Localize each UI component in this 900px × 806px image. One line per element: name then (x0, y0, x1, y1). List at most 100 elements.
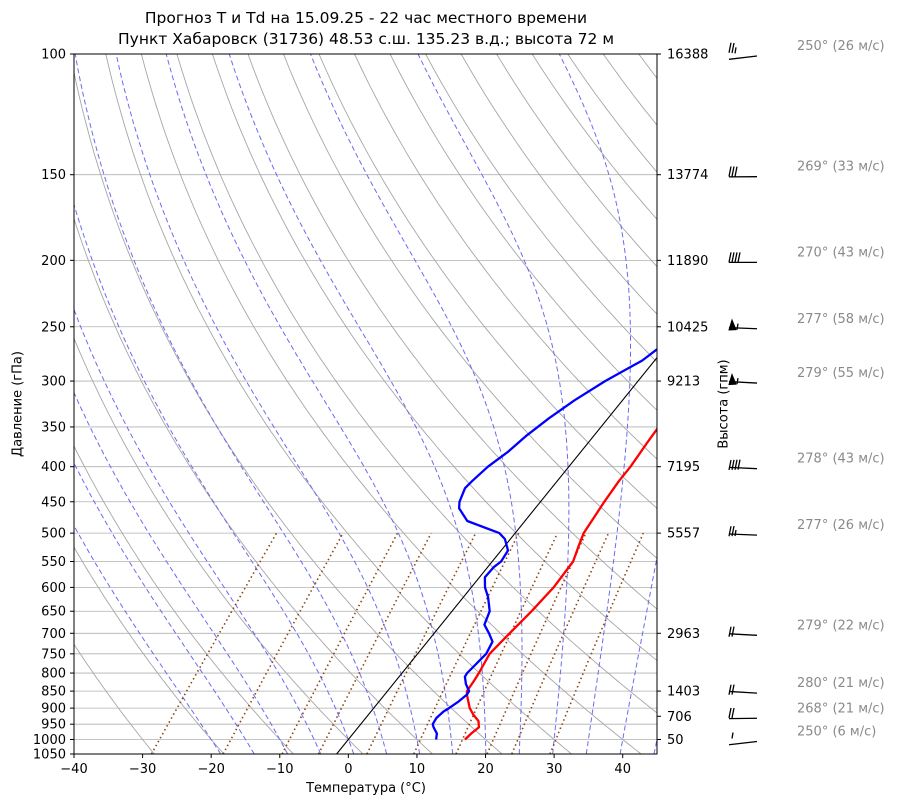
wind-barb (728, 684, 758, 695)
pressure-tick-label: 450 (41, 495, 66, 510)
dry-adiabat-line (318, 54, 657, 509)
height-tick-label: 706 (667, 710, 692, 725)
pressure-tick-label: 500 (41, 527, 66, 542)
moist-adiabat-line (619, 554, 657, 754)
height-tick-label: 7195 (667, 460, 700, 475)
dry-adiabat-line (74, 643, 155, 754)
wind-barb (728, 732, 758, 746)
dewpoint-profile-line (431, 348, 657, 740)
mixing-ratio-line (412, 532, 520, 754)
dry-adiabat-line (425, 54, 657, 363)
pressure-tick-label: 700 (41, 627, 66, 642)
chart-title-line2: Пункт Хабаровск (31736) 48.53 с.ш. 135.2… (117, 30, 615, 48)
pressure-tick-label: 950 (41, 718, 66, 733)
pressure-tick-label: 550 (41, 555, 66, 570)
dry-adiabat-line (140, 54, 642, 754)
moist-adiabat-line (165, 54, 454, 754)
dry-adiabat-line (74, 217, 433, 754)
wind-label: 270° (43 м/с) (797, 245, 885, 260)
x-tick-label: 30 (546, 762, 563, 777)
height-tick-label: 2963 (667, 627, 700, 642)
pressure-tick-label: 900 (41, 702, 66, 717)
dry-adiabat-line (247, 54, 657, 610)
pressure-tick-label: 100 (41, 48, 66, 63)
dry-adiabat-line (105, 54, 572, 754)
x-tick-label: −30 (129, 762, 156, 777)
mixing-ratio-line (317, 532, 432, 754)
wind-barb (728, 707, 758, 720)
moist-adiabat-line (74, 54, 388, 754)
pressure-tick-label: 800 (41, 667, 66, 682)
moist-adiabat-line (310, 54, 523, 754)
x-tick-label: −40 (60, 762, 87, 777)
wind-label: 268° (21 м/с) (797, 701, 885, 716)
mixing-ratio-line (511, 532, 610, 754)
pressure-tick-label: 250 (41, 320, 66, 335)
pressure-tick-label: 200 (41, 254, 66, 269)
isotherm-zero-line (336, 356, 657, 754)
wind-label: 280° (21 м/с) (797, 676, 885, 691)
wind-column: 250° (26 м/с) 269° (33 м/с) 270° (43 м/с) 2… (728, 39, 885, 746)
wind-label: 250° (26 м/с) (797, 39, 885, 54)
height-tick-label: 11890 (667, 254, 708, 269)
x-tick-label: 10 (409, 762, 426, 777)
wind-barb (728, 526, 758, 537)
pressure-tick-label: 350 (41, 420, 66, 435)
moist-adiabat-line (74, 391, 289, 754)
dry-adiabat-line (283, 54, 657, 559)
plot-grid (74, 54, 900, 754)
height-tick-label: 16388 (667, 48, 708, 63)
x-tick-label: −10 (266, 762, 293, 777)
dry-adiabat-line (389, 54, 657, 411)
dry-adiabat-line (74, 70, 503, 754)
wind-label: 279° (22 м/с) (797, 618, 885, 633)
pressure-tick-label: 600 (41, 581, 66, 596)
plot-series (431, 348, 657, 741)
moist-adiabat-line (653, 736, 657, 754)
dry-adiabat-line (211, 54, 657, 662)
x-tick-label: 0 (344, 762, 352, 777)
pressure-tick-label: 750 (41, 647, 66, 662)
height-tick-label: 50 (667, 733, 684, 748)
plot-axes: −40 −30 −20 −10 0 10 20 30 40 100 150 200 250 300 350 4… (33, 48, 708, 778)
wind-label: 277° (58 м/с) (797, 312, 885, 327)
mixing-ratio-line (222, 532, 344, 754)
moist-adiabat-line (558, 54, 631, 754)
plot-frame (73, 53, 658, 755)
wind-label: 277° (26 м/с) (797, 518, 885, 533)
mixing-ratio-line (150, 532, 278, 754)
x-tick-label: −20 (197, 762, 224, 777)
wind-barb (728, 318, 758, 331)
pressure-tick-label: 300 (41, 375, 66, 390)
moist-adiabat-line (74, 308, 322, 754)
pressure-tick-label: 1000 (33, 733, 66, 748)
pressure-tick-label: 150 (41, 168, 66, 183)
moist-adiabat-line (228, 54, 487, 754)
wind-barb (728, 459, 758, 471)
moist-adiabat-line (115, 54, 421, 754)
wind-barb (728, 252, 757, 263)
wind-barb (728, 373, 758, 386)
mixing-ratio-line (366, 532, 477, 754)
moist-adiabat-line (74, 524, 222, 754)
moist-adiabat-line (74, 462, 255, 754)
moist-adiabat-line (417, 54, 570, 754)
dry-adiabat-line (176, 54, 657, 714)
wind-barb (728, 166, 758, 178)
dry-adiabat-line (74, 337, 364, 754)
dry-adiabat-line (354, 54, 657, 460)
pressure-tick-label: 650 (41, 605, 66, 620)
wind-label: 279° (55 м/с) (797, 366, 885, 381)
height-tick-label: 5557 (667, 527, 700, 542)
mixing-ratio-line (281, 532, 399, 754)
x-tick-label: 40 (614, 762, 631, 777)
wind-barb (728, 42, 758, 60)
x-tick-label: 20 (477, 762, 494, 777)
wind-label: 278° (43 м/с) (797, 452, 885, 467)
dry-adiabat-line (74, 546, 225, 754)
height-tick-label: 10425 (667, 320, 708, 335)
height-tick-label: 9213 (667, 375, 700, 390)
dry-adiabat-line (887, 54, 900, 754)
pressure-tick-label: 1050 (33, 748, 66, 763)
